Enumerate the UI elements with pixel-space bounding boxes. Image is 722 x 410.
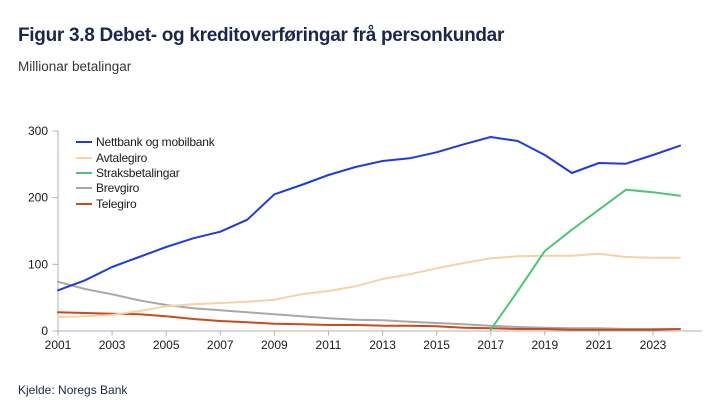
legend-item-nettbank-og-mobilbank: Nettbank og mobilbank <box>76 135 215 150</box>
legend-swatch-nettbank-og-mobilbank <box>76 141 92 144</box>
series-line-avtalegiro <box>57 252 681 318</box>
legend-swatch-brevgiro <box>76 187 92 190</box>
legend-swatch-straksbetalingar <box>76 171 92 174</box>
chart-legend: Nettbank og mobilbank Avtalegiro Straksbet… <box>76 135 215 211</box>
x-tick-label: 2003 <box>99 338 126 352</box>
x-tick-label: 2013 <box>369 338 396 352</box>
x-tick-label: 2001 <box>45 338 72 352</box>
y-tick-label: 100 <box>28 257 48 271</box>
legend-item-straksbetalingar: Straksbetalingar <box>76 166 215 180</box>
legend-swatch-telegiro <box>76 202 92 205</box>
x-tick-label: 2009 <box>261 338 288 352</box>
legend-label-telegiro: Telegiro <box>96 196 137 211</box>
y-tick-label: 200 <box>28 191 48 205</box>
y-tick-label: 300 <box>28 124 48 138</box>
legend-label-brevgiro: Brevgiro <box>96 181 140 196</box>
series-line-telegiro <box>57 311 681 331</box>
x-tick-label: 2011 <box>316 338 342 352</box>
x-tick-label: 2019 <box>531 338 558 352</box>
x-tick-label: 2007 <box>207 338 234 352</box>
x-tick-label: 2021 <box>586 338 613 352</box>
series-line-straksbetalingar <box>489 188 681 331</box>
y-tick-label: 0 <box>41 324 48 338</box>
figure-subtitle: Millionar betalingar <box>18 59 132 74</box>
legend-label-nettbank-og-mobilbank: Nettbank og mobilbank <box>96 135 215 150</box>
series-line-brevgiro <box>57 280 681 330</box>
legend-item-telegiro: Telegiro <box>76 196 215 211</box>
x-tick-label: 2005 <box>153 338 180 352</box>
legend-swatch-avtalegiro <box>76 156 92 159</box>
source-note: Kjelde: Noregs Bank <box>18 383 128 397</box>
figure-title: Figur 3.8 Debet- og kreditoverføringar f… <box>18 25 505 46</box>
legend-label-straksbetalingar: Straksbetalingar <box>96 166 180 180</box>
x-tick-label: 2017 <box>477 338 504 352</box>
legend-label-avtalegiro: Avtalegiro <box>96 150 148 165</box>
legend-item-avtalegiro: Avtalegiro <box>76 150 215 165</box>
series-line-nettbank-og-mobilbank <box>57 136 681 292</box>
x-tick-label: 2023 <box>640 338 667 352</box>
legend-item-brevgiro: Brevgiro <box>76 181 215 196</box>
x-tick-label: 2015 <box>423 338 450 352</box>
